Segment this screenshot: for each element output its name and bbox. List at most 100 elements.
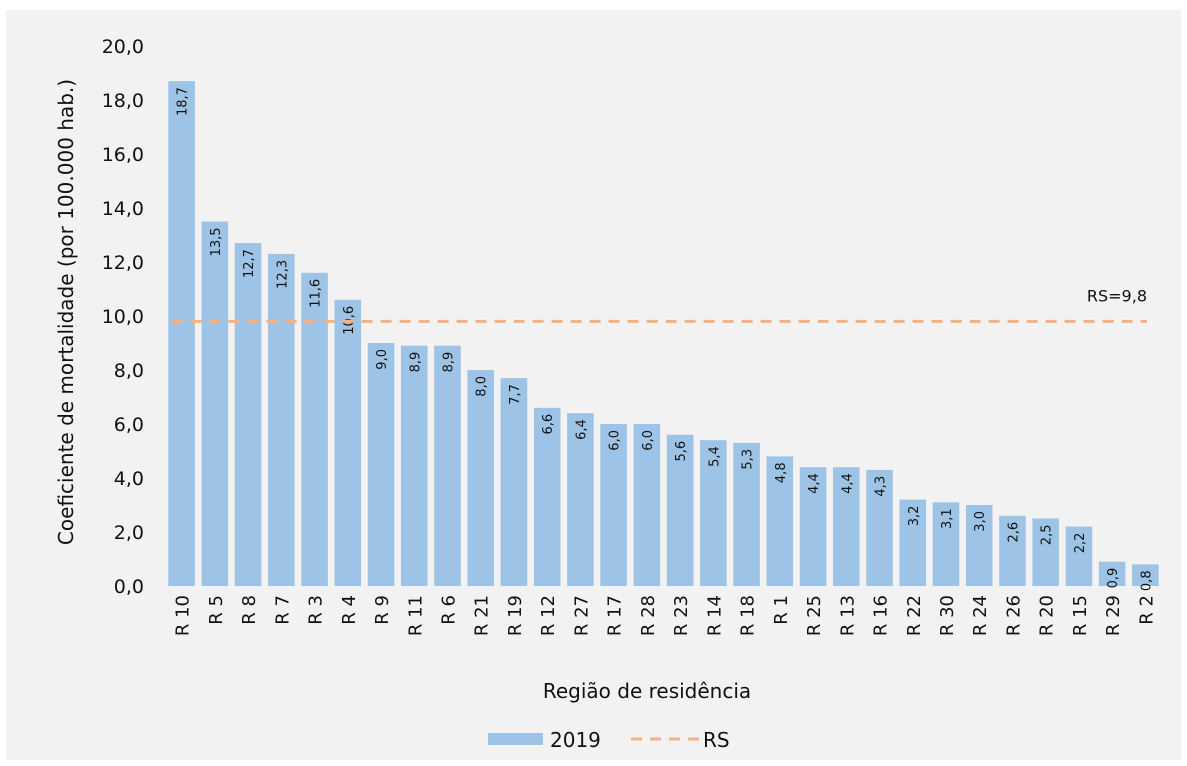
x-category-label: R 29 — [1103, 595, 1124, 636]
bar-value-label: 3,2 — [907, 506, 922, 527]
x-category-label: R 24 — [970, 595, 991, 636]
bar — [932, 502, 960, 586]
bar-value-label: 5,3 — [741, 449, 756, 470]
bar — [567, 413, 594, 586]
x-category-label: R 6 — [438, 595, 459, 625]
x-category-label: R 1 — [771, 595, 792, 625]
x-category-label: R 10 — [173, 595, 194, 636]
x-category-label: R 15 — [1070, 595, 1091, 636]
x-category-label: R 11 — [405, 595, 426, 636]
bar — [234, 243, 262, 586]
legend-label-2019: 2019 — [550, 728, 601, 752]
bar-value-label: 2,2 — [1073, 533, 1088, 554]
bar — [766, 456, 794, 586]
y-tick-label: 20,0 — [102, 36, 144, 58]
x-category-label: R 22 — [904, 595, 925, 636]
bar — [301, 272, 328, 586]
x-category-label: R 19 — [505, 595, 526, 636]
x-category-label: R 30 — [937, 595, 958, 636]
x-axis-title: Região de residência — [543, 679, 751, 703]
reference-line: RS=9,8 — [171, 286, 1147, 323]
x-category-label: R 18 — [738, 595, 759, 636]
bar-value-label: 0,9 — [1106, 568, 1121, 589]
bar — [866, 469, 893, 586]
x-category-label: R 27 — [571, 595, 592, 636]
bar-value-label: 3,1 — [940, 508, 955, 529]
bar — [1032, 518, 1059, 586]
bar-value-label: 4,4 — [807, 473, 822, 494]
y-axis-title: Coeficiente de mortalidade (por 100.000 … — [54, 79, 78, 545]
x-category-label: R 8 — [239, 595, 260, 625]
y-tick-label: 10,0 — [102, 306, 144, 328]
bar — [201, 221, 229, 586]
bar-value-label: 2,5 — [1040, 525, 1055, 546]
x-category-label: R 4 — [339, 595, 360, 625]
x-category-label: R 20 — [1037, 595, 1058, 636]
x-category-label: R 21 — [472, 595, 493, 636]
bar — [633, 424, 661, 586]
bars — [168, 81, 1159, 586]
bar — [832, 467, 860, 586]
bar-value-label: 8,9 — [408, 352, 423, 373]
bar — [1132, 564, 1159, 586]
legend-swatch-2019 — [488, 733, 543, 745]
y-tick-label: 8,0 — [114, 360, 144, 382]
bar-value-label: 6,0 — [641, 430, 656, 451]
x-category-label: R 9 — [372, 595, 393, 625]
bar-value-label: 4,4 — [840, 473, 855, 494]
bar — [700, 440, 727, 586]
y-tick-label: 16,0 — [102, 144, 144, 166]
bar-value-label: 4,3 — [874, 476, 889, 497]
bar-value-label: 3,0 — [973, 511, 988, 532]
bar-value-label: 4,8 — [774, 462, 789, 483]
x-category-label: R 2 — [1136, 595, 1157, 625]
bar-value-label: 6,0 — [608, 430, 623, 451]
bar-value-label: 8,0 — [475, 376, 490, 397]
bar — [899, 499, 927, 586]
bar — [1065, 526, 1093, 586]
y-tick-label: 18,0 — [102, 90, 144, 112]
bar — [533, 407, 561, 586]
x-category-label: R 13 — [837, 595, 858, 636]
y-axis-ticks: 0,0 2,0 4,0 6,0 8,0 10,0 12,0 14,0 16,0 18,0 20,0 — [102, 36, 144, 598]
bar — [999, 515, 1026, 586]
x-category-label: R 5 — [206, 595, 227, 625]
x-category-label: R 3 — [306, 595, 327, 625]
y-tick-label: 6,0 — [114, 414, 144, 436]
y-tick-label: 2,0 — [114, 522, 144, 544]
bar-value-label: 12,3 — [275, 260, 290, 289]
bar — [334, 299, 362, 586]
y-tick-label: 0,0 — [114, 576, 144, 598]
bar — [733, 442, 760, 586]
bar-value-label: 2,6 — [1006, 522, 1021, 543]
bar — [1098, 561, 1126, 586]
x-category-label: R 28 — [638, 595, 659, 636]
x-axis-categories: R 10 R 5 R 8 R 7 R 3 R 4 R 9 R 11 R 6 R 21 R 19 R 1… — [173, 595, 1158, 636]
bar-value-label: 6,4 — [574, 419, 589, 440]
bar-value-label: 13,5 — [209, 228, 224, 257]
bar-value-label: 0,8 — [1139, 570, 1154, 591]
bar — [168, 81, 195, 586]
legend: 2019 RS — [488, 728, 730, 752]
x-category-label: R 16 — [871, 595, 892, 636]
bar-value-label: 7,7 — [508, 384, 523, 405]
legend-label-rs: RS — [703, 728, 730, 752]
bar — [600, 424, 627, 586]
bar-value-label: 18,7 — [176, 87, 191, 116]
bar-value-label: 11,6 — [309, 279, 324, 308]
bar-value-label: 5,4 — [707, 446, 722, 467]
x-category-label: R 17 — [605, 595, 626, 636]
y-tick-label: 4,0 — [114, 468, 144, 490]
bar — [367, 343, 395, 586]
bar-value-label: 8,9 — [441, 352, 456, 373]
bar — [799, 467, 827, 586]
x-category-label: R 7 — [272, 595, 293, 625]
bar — [268, 253, 295, 586]
x-category-label: R 26 — [1003, 595, 1024, 636]
x-category-label: R 23 — [671, 595, 692, 636]
bar-value-label: 6,6 — [541, 414, 556, 435]
bar-value-label: 5,6 — [674, 441, 689, 462]
bar — [400, 345, 428, 586]
x-category-label: R 14 — [704, 595, 725, 636]
